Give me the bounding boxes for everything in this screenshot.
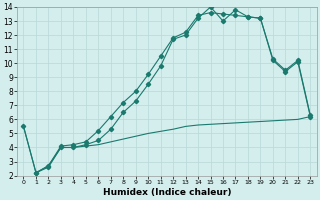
X-axis label: Humidex (Indice chaleur): Humidex (Indice chaleur) [103, 188, 231, 197]
